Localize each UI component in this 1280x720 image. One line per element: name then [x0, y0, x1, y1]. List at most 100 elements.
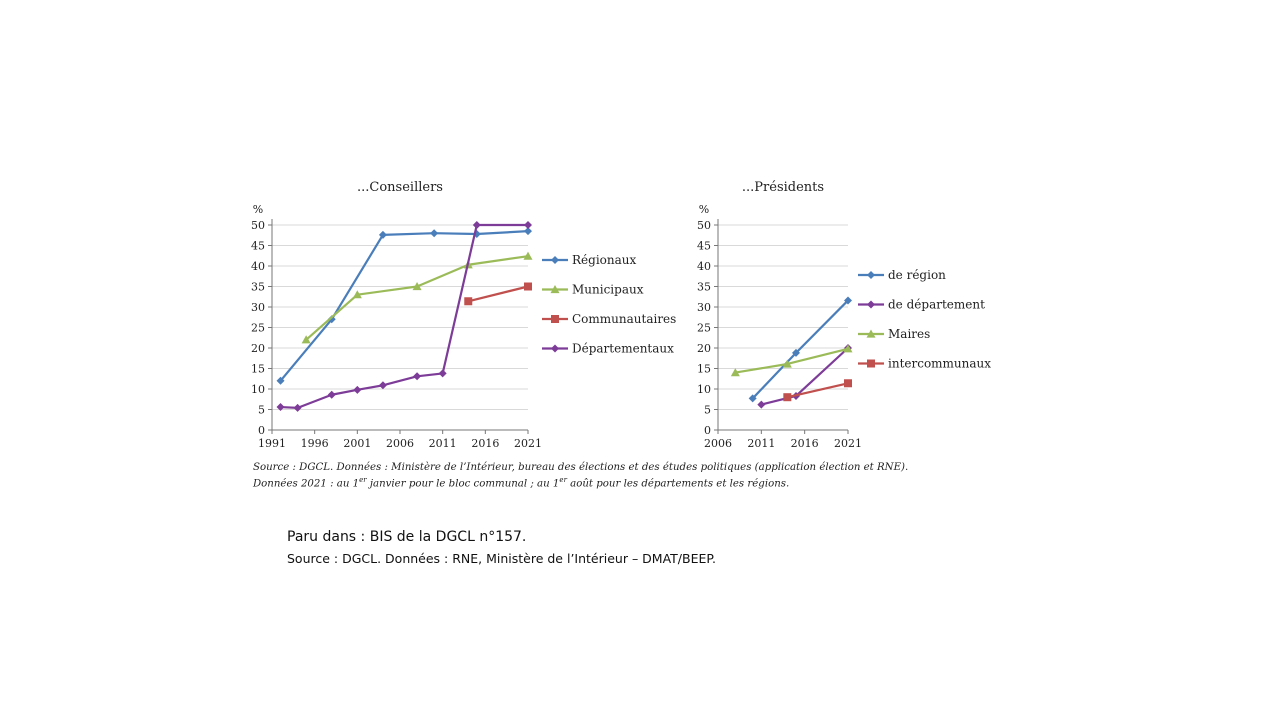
notes-data-date: Données 2021 : au 1er janvier pour le bl… — [253, 474, 1033, 490]
y-tick-label: 50 — [251, 219, 265, 232]
data-point — [523, 251, 533, 260]
data-point — [782, 359, 792, 368]
y-tick-label: 35 — [697, 281, 711, 294]
data-point — [843, 344, 853, 353]
data-point — [792, 348, 800, 357]
data-point — [783, 393, 792, 402]
series-line-2 — [468, 285, 529, 303]
chart-title: ...Présidents — [742, 180, 824, 195]
data-point — [472, 221, 481, 229]
data-point — [276, 403, 285, 412]
data-point — [524, 282, 532, 291]
y-tick-label: 20 — [697, 342, 711, 355]
legend-label: Communautaires — [572, 312, 676, 326]
y-tick-label: 20 — [251, 342, 265, 355]
legend-marker — [867, 271, 875, 279]
series-line-0 — [279, 230, 529, 382]
data-point — [748, 394, 757, 403]
data-point — [472, 230, 481, 239]
x-tick-label: 2006 — [386, 437, 414, 450]
data-point — [524, 221, 532, 229]
notes-part-c: août pour les départements et les région… — [566, 478, 790, 490]
y-tick-label: 40 — [251, 260, 265, 273]
data-point — [413, 372, 422, 381]
series-line-3 — [280, 223, 528, 409]
y-axis-label: % — [699, 203, 709, 216]
notes-part-b: janvier pour le bloc communal ; au 1 — [366, 478, 560, 490]
y-tick-label: 5 — [258, 404, 265, 417]
chart-conseillers: ...Conseillers% 0 5 10 15 20 25 30 35 40 45 50 1991 1… — [251, 180, 676, 450]
legend-label: intercommunaux — [888, 357, 991, 371]
x-tick-label: 2001 — [343, 437, 371, 450]
x-tick-label: 2011 — [429, 437, 457, 450]
series-line-3 — [787, 382, 849, 399]
y-tick-label: 0 — [258, 424, 265, 437]
legend-marker — [551, 256, 559, 264]
data-point — [757, 400, 766, 409]
chart-notes: Source : DGCL. Données : Ministère de l’… — [253, 461, 1033, 490]
data-point — [301, 335, 311, 344]
legend-marker — [550, 285, 560, 294]
legend-label: Régionaux — [572, 253, 636, 267]
legend-marker — [866, 329, 876, 338]
y-tick-label: 15 — [697, 363, 711, 376]
y-tick-label: 0 — [704, 424, 711, 437]
data-point — [352, 290, 362, 299]
y-tick-label: 10 — [251, 383, 265, 396]
y-tick-label: 30 — [697, 301, 711, 314]
data-point — [844, 379, 852, 388]
published-in: Paru dans : BIS de la DGCL n°157. — [287, 529, 527, 545]
y-tick-label: 50 — [697, 219, 711, 232]
data-point — [464, 297, 473, 306]
y-tick-label: 30 — [251, 301, 265, 314]
y-tick-label: 15 — [251, 363, 265, 376]
notes-sup-1: er — [359, 476, 367, 484]
legend-label: Municipaux — [572, 283, 644, 297]
chart-title: ...Conseillers — [357, 180, 443, 195]
legend-label: de département — [888, 298, 985, 312]
data-point — [524, 227, 532, 236]
y-tick-label: 25 — [697, 322, 711, 335]
y-tick-label: 5 — [704, 404, 711, 417]
data-point — [430, 229, 439, 238]
data-point — [327, 315, 336, 324]
notes-sup-2: er — [559, 476, 567, 484]
x-tick-label: 2016 — [471, 437, 499, 450]
y-tick-label: 10 — [697, 383, 711, 396]
y-tick-label: 25 — [251, 322, 265, 335]
notes-part-a: Données 2021 : au 1 — [253, 478, 360, 490]
y-tick-label: 35 — [251, 281, 265, 294]
x-tick-label: 2016 — [791, 437, 819, 450]
legend-marker — [551, 315, 559, 323]
legend-marker — [867, 300, 875, 309]
x-tick-label: 2021 — [514, 437, 542, 450]
notes-source: Source : DGCL. Données : Ministère de l’… — [253, 462, 909, 473]
x-tick-label: 2011 — [747, 437, 775, 450]
y-axis-label: % — [253, 203, 263, 216]
x-tick-label: 1991 — [258, 437, 286, 450]
data-point — [378, 381, 387, 390]
legend-marker — [867, 359, 875, 368]
data-point — [327, 390, 336, 399]
data-point — [353, 385, 362, 394]
series-line-0 — [751, 299, 849, 400]
x-tick-label: 2021 — [834, 437, 862, 450]
chart-presidents: ...Présidents% 0 5 10 15 20 25 30 35 40 45 50 2006 20… — [697, 180, 991, 450]
legend-label: Départementaux — [572, 342, 674, 356]
legend-label: Maires — [888, 327, 930, 341]
footer-source: Source : DGCL. Données : RNE, Ministère … — [287, 551, 716, 566]
y-tick-label: 45 — [697, 240, 711, 253]
data-point — [293, 403, 302, 412]
series-line-2 — [735, 347, 849, 374]
legend-label: de région — [888, 268, 946, 282]
y-tick-label: 45 — [251, 240, 265, 253]
data-point — [276, 376, 285, 385]
y-tick-label: 40 — [697, 260, 711, 273]
data-point — [730, 368, 740, 377]
x-tick-label: 2006 — [704, 437, 732, 450]
data-point — [412, 282, 422, 291]
data-point — [844, 296, 852, 305]
data-point — [378, 230, 387, 239]
legend-marker — [551, 344, 559, 353]
x-tick-label: 1996 — [301, 437, 329, 450]
